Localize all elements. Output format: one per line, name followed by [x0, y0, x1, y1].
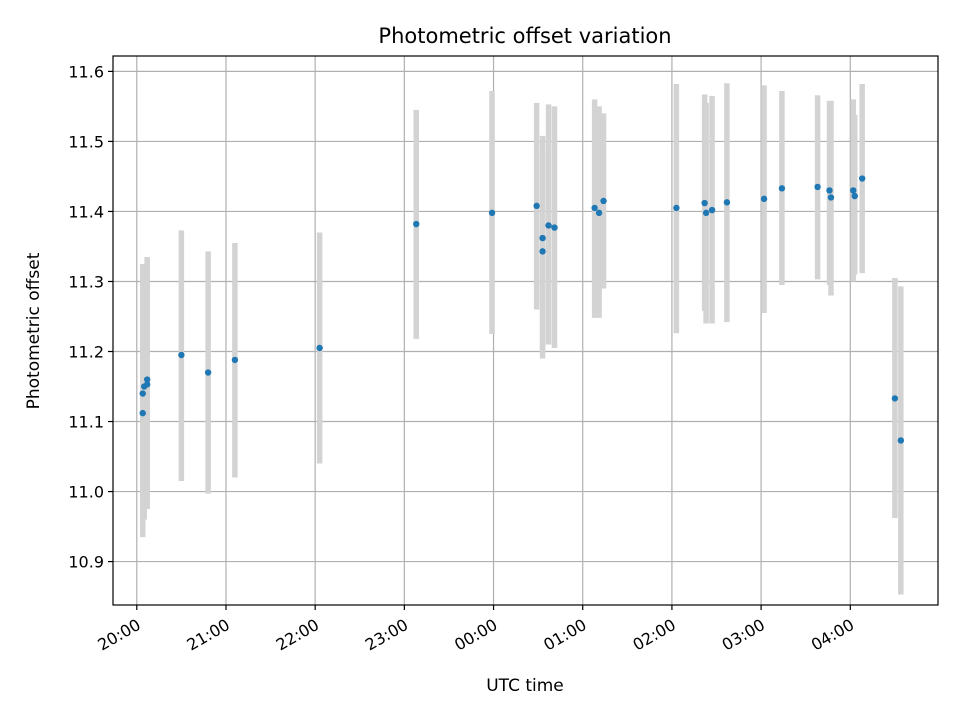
data-point — [723, 199, 731, 206]
data-point — [595, 209, 603, 217]
data-point — [851, 192, 858, 200]
data-point — [539, 248, 546, 255]
y-tick-label: 11.5 — [68, 132, 104, 151]
data-point — [143, 381, 151, 388]
data-point — [316, 344, 323, 352]
data-point — [858, 175, 866, 182]
data-point — [778, 185, 786, 192]
y-tick-label: 11.1 — [68, 413, 104, 432]
data-point — [533, 202, 540, 210]
data-point — [204, 369, 212, 376]
data-point — [178, 351, 185, 359]
data-point — [673, 204, 680, 212]
data-point — [708, 206, 716, 214]
data-point — [591, 204, 598, 212]
data-point — [551, 224, 558, 231]
data-point — [143, 376, 151, 383]
y-tick-label: 11.3 — [68, 272, 104, 291]
y-tick-label: 10.9 — [68, 553, 104, 572]
data-point — [827, 194, 835, 201]
y-tick-label: 11.0 — [68, 483, 104, 502]
data-point — [826, 187, 833, 194]
data-point — [850, 187, 857, 194]
data-point — [139, 409, 146, 417]
data-point — [701, 199, 708, 207]
y-tick-label: 11.4 — [68, 202, 104, 221]
y-tick-label: 11.6 — [68, 62, 104, 81]
data-point — [413, 220, 420, 228]
data-point — [488, 209, 496, 217]
data-point — [139, 390, 146, 397]
y-tick-label: 11.2 — [68, 343, 104, 362]
chart-title: Photometric offset variation — [378, 24, 671, 48]
data-point — [814, 183, 821, 191]
data-point — [897, 437, 905, 444]
y-axis-title: Photometric offset — [24, 252, 44, 409]
y-axis: 10.9 11.0 11.1 11.2 11.3 11.4 11.5 11.6 — [68, 62, 113, 572]
data-point — [539, 234, 546, 242]
grid-layer — [113, 56, 938, 605]
data-point — [891, 395, 899, 402]
plot-frame — [112, 55, 939, 606]
data-point — [231, 356, 239, 364]
data-point — [600, 197, 607, 205]
data-point — [545, 222, 552, 229]
data-point — [702, 209, 710, 217]
data-point — [760, 195, 768, 203]
point-layer — [139, 175, 905, 444]
x-axis-title: UTC time — [486, 676, 564, 696]
